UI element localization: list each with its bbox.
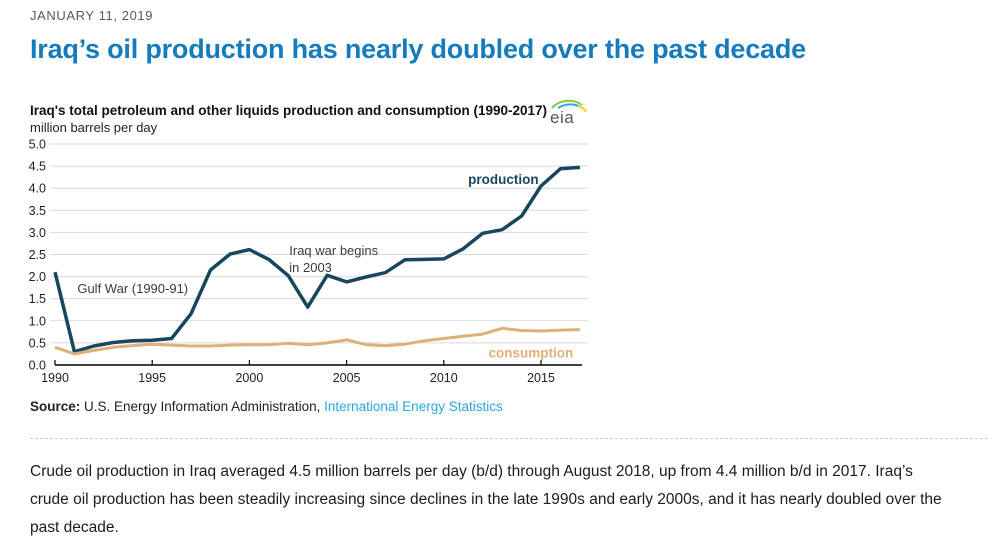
y-axis-tick-label: 4.5 [29,160,46,174]
consumption-line [54,326,580,356]
source-label: Source: [30,399,81,414]
article-date: JANUARY 11, 2019 [30,8,154,23]
section-divider [30,438,988,439]
article-line: crude oil production has been steadily i… [30,491,942,508]
x-axis-tick-label: 1990 [41,371,69,385]
source-link[interactable]: International Energy Statistics [324,399,503,414]
chart-annotation: in 2003 [289,260,332,275]
chart-annotation: Iraq war begins [289,243,378,258]
eia-logo: eia [548,98,590,132]
page-title: Iraq’s oil production has nearly doubled… [30,34,806,64]
x-axis-tick-label: 2005 [333,371,361,385]
article-body: Crude oil production in Iraq averaged 4.… [30,458,970,542]
chart-canvas: 0.0 0.5 1.0 1.5 2.0 2.5 3.0 3.5 4.0 4.5 5.0 1990 199… [29,138,588,385]
y-axis-tick-label: 1.5 [29,292,46,306]
chart-units-label: million barrels per day [30,120,158,135]
eia-logo-text: eia [550,108,575,127]
article-line: Crude oil production in Iraq averaged 4.… [30,463,913,480]
chart-annotation: Gulf War (1990-91) [77,281,188,296]
y-axis-tick-label: 3.5 [29,204,46,218]
x-axis-tick-label: 2015 [527,371,555,385]
x-axis-tick-label: 2000 [235,371,263,385]
article-line: past decade. [30,519,119,536]
y-axis-tick-label: 5.0 [29,138,46,152]
source-line: Source: U.S. Energy Information Administ… [30,399,503,414]
y-axis-tick-label: 4.0 [29,182,46,196]
y-axis-tick-label: 1.0 [29,314,46,328]
chart-annotation: production [468,172,538,187]
eia-logo-swoosh [551,99,587,113]
y-axis-tick-label: 2.5 [29,248,46,262]
chart-annotation: consumption [489,345,574,360]
y-axis-tick-label: 0.0 [29,359,46,373]
y-axis-tick-label: 0.5 [29,336,46,350]
y-axis-tick-label: 2.0 [29,270,46,284]
x-axis-tick-label: 1995 [138,371,166,385]
chart-title: Iraq's total petroleum and other liquids… [30,103,548,118]
x-axis-tick-label: 2010 [430,371,458,385]
source-text: U.S. Energy Information Administration, [80,399,325,414]
production-line [53,165,581,354]
y-axis-tick-label: 3.0 [29,226,46,240]
